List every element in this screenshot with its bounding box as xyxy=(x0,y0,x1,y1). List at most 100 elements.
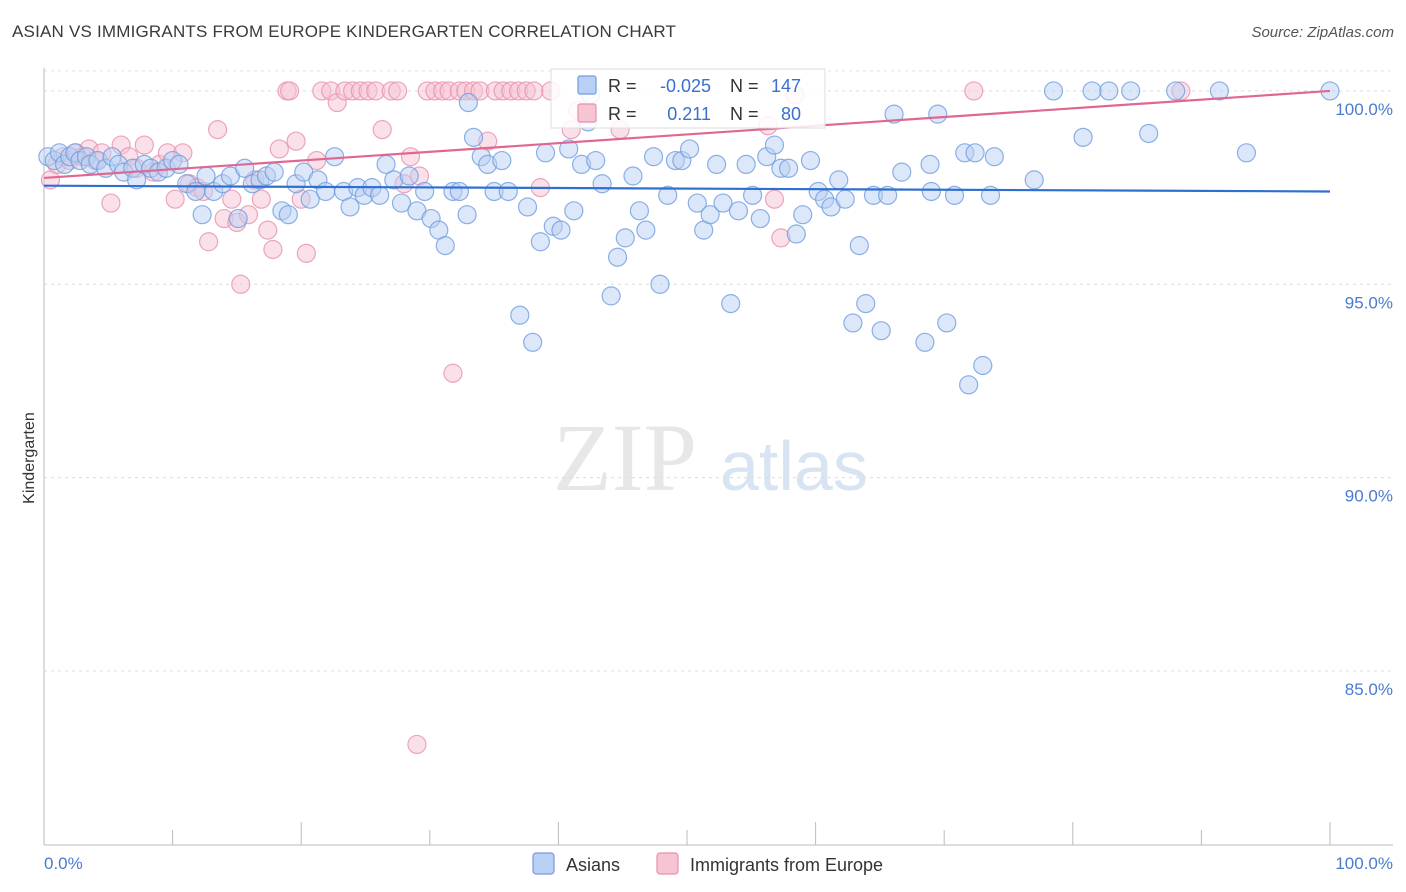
asians-point-78 xyxy=(586,150,606,171)
x-tick-label-right: 100.0% xyxy=(1335,854,1393,873)
immigrants-point-36 xyxy=(286,131,306,151)
asians-point-121 xyxy=(892,162,912,182)
asians-point-85 xyxy=(636,220,656,240)
asians-point-51 xyxy=(391,193,412,213)
asians-point-44 xyxy=(340,197,360,217)
immigrants-point-27 xyxy=(231,274,251,294)
asians-point-68 xyxy=(517,197,538,217)
asians-point-141 xyxy=(1166,81,1186,101)
y-tick-label-2: 95.0% xyxy=(1345,293,1393,312)
asians-point-133 xyxy=(984,147,1004,167)
stats-box: R = -0.025 N = 147 R = 0.211 N = 80 xyxy=(550,68,826,129)
series-asians-points xyxy=(38,81,1340,395)
asians-point-124 xyxy=(921,181,941,202)
asians-point-75 xyxy=(564,201,584,221)
asians-point-118 xyxy=(871,321,891,341)
asians-point-138 xyxy=(1099,81,1119,101)
asians-point-129 xyxy=(959,375,979,395)
immigrants-point-35 xyxy=(280,81,300,101)
asians-point-60 xyxy=(457,205,477,225)
stats-swatch-asians xyxy=(577,75,597,95)
asians-point-87 xyxy=(650,274,670,294)
asians-point-136 xyxy=(1073,127,1093,147)
asians-point-135 xyxy=(1043,81,1064,101)
immigrants-point-23 xyxy=(208,120,228,140)
asians-point-113 xyxy=(835,189,855,209)
immigrants-point-31 xyxy=(258,220,278,240)
asians-point-139 xyxy=(1121,81,1141,101)
immigrants-point-32 xyxy=(263,239,283,260)
stats-r-value-immigrants: 0.211 xyxy=(667,104,711,124)
asians-point-100 xyxy=(742,185,763,205)
asians-point-108 xyxy=(800,150,821,171)
immigrants-point-13 xyxy=(134,135,154,155)
asians-point-143 xyxy=(1236,143,1257,163)
chart-title: ASIAN VS IMMIGRANTS FROM EUROPE KINDERGA… xyxy=(12,22,677,41)
y-axis-label: Kindergarten xyxy=(21,412,38,504)
asians-point-123 xyxy=(920,154,940,175)
immigrants-point-48 xyxy=(372,120,392,140)
asians-point-59 xyxy=(449,181,469,202)
asians-point-106 xyxy=(786,224,806,244)
asians-point-71 xyxy=(535,143,556,163)
asians-point-122 xyxy=(915,332,935,352)
asians-point-39 xyxy=(300,189,320,209)
asians-point-86 xyxy=(643,147,664,167)
axes xyxy=(43,68,1393,846)
immigrants-point-17 xyxy=(165,189,185,209)
asians-point-99 xyxy=(736,154,756,175)
asians-point-101 xyxy=(750,208,770,229)
immigrants-point-25 xyxy=(222,189,242,209)
asians-point-61 xyxy=(463,127,484,147)
asians-point-98 xyxy=(728,201,749,221)
asians-point-88 xyxy=(658,185,678,205)
immigrants-point-81 xyxy=(407,734,427,755)
immigrants-point-69 xyxy=(524,81,544,101)
y-tick-label-0: 85.0% xyxy=(1345,680,1393,699)
immigrants-point-79 xyxy=(964,81,984,101)
immigrants-point-38 xyxy=(296,243,316,263)
watermark-atlas: atlas xyxy=(720,427,868,505)
asians-point-103 xyxy=(764,135,785,155)
asians-point-116 xyxy=(856,294,876,314)
legend-swatch-asians xyxy=(532,852,555,875)
asians-point-69 xyxy=(523,332,543,352)
asians-trend-line xyxy=(43,184,1331,193)
asians-point-97 xyxy=(721,294,741,314)
asians-point-81 xyxy=(607,247,628,267)
y-tick-label-1: 90.0% xyxy=(1345,487,1393,506)
asians-point-80 xyxy=(601,286,621,306)
asians-point-34 xyxy=(264,162,284,182)
immigrants-point-22 xyxy=(199,232,219,252)
watermark-zip: ZIP xyxy=(553,404,697,511)
asians-point-114 xyxy=(843,313,863,333)
legend-swatch-immigrants xyxy=(656,852,679,875)
asians-point-23 xyxy=(186,181,206,202)
immigrants-point-9 xyxy=(101,193,121,213)
asians-point-74 xyxy=(559,139,579,159)
asians-point-36 xyxy=(278,205,298,225)
asians-point-112 xyxy=(829,170,849,190)
asians-point-95 xyxy=(706,154,727,175)
asians-point-82 xyxy=(615,228,635,248)
asians-point-84 xyxy=(629,201,650,221)
immigrants-point-58 xyxy=(443,363,463,383)
asians-point-130 xyxy=(965,143,985,163)
y-tick-labels: 85.0% 90.0% 95.0% 100.0% xyxy=(1335,100,1393,699)
stats-swatch-immigrants xyxy=(577,103,597,123)
stats-r-value-asians: -0.025 xyxy=(660,76,711,96)
asians-point-70 xyxy=(530,232,550,252)
asians-point-91 xyxy=(679,139,700,159)
asians-point-21 xyxy=(169,154,189,175)
immigrants-trend-line xyxy=(43,89,1331,180)
immigrants-point-52 xyxy=(400,147,421,167)
asians-point-79 xyxy=(592,174,612,194)
asians-point-67 xyxy=(510,305,530,325)
legend-label-asians: Asians xyxy=(566,855,620,875)
stats-n-label-asians: N = xyxy=(730,76,759,96)
asians-point-65 xyxy=(492,150,512,171)
asians-point-48 xyxy=(370,185,390,205)
asians-point-73 xyxy=(551,220,571,240)
asians-point-92 xyxy=(687,193,707,213)
